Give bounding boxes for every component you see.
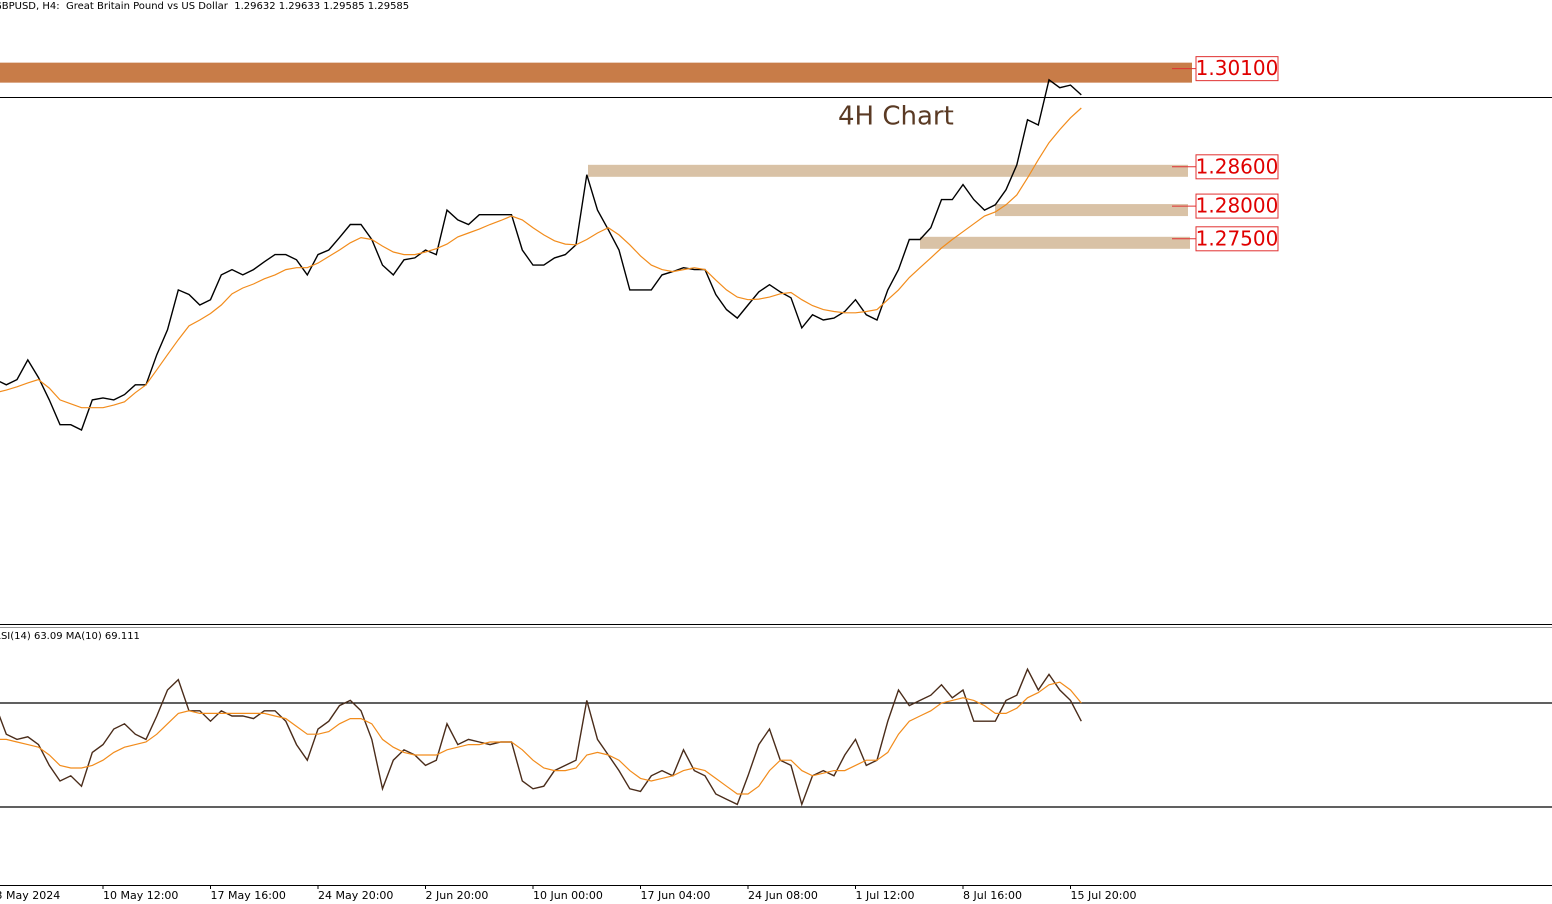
level-label: 1.27500 [1196,226,1279,250]
level-label-box [1195,226,1279,252]
series-line [0,681,1082,795]
level-label: 1.28600 [1196,154,1279,178]
x-tick-label: 1 Jul 12:00 [856,889,915,902]
indicator-title: RSI(14) 63.09 MA(10) 69.111 [0,631,140,642]
series-line [0,667,1082,807]
x-tick-label: 24 Jun 08:00 [748,889,818,902]
level-label-box [1195,193,1279,219]
chart-title: GBPUSD, H4: Great Britain Pound vs US Do… [0,1,409,12]
x-tick-label: 17 Jun 04:00 [641,889,711,902]
x-tick-label: 15 Jul 20:00 [1071,889,1137,902]
x-tick-label: 24 May 20:00 [318,889,393,902]
x-tick-label: 10 Jun 00:00 [533,889,603,902]
x-tick-label: 17 May 16:00 [211,889,286,902]
level-zone [0,62,1192,83]
annotation: 4H Chart [838,102,954,132]
series-line [0,78,1082,431]
level-zone [995,204,1188,217]
x-tick-label: 10 May 12:00 [103,889,178,902]
level-zone [920,236,1190,249]
x-tick-label: 2 Jun 20:00 [426,889,489,902]
level-label-box [1195,154,1279,180]
x-tick-label: 3 May 2024 [0,889,60,902]
level-label: 1.30100 [1196,56,1279,80]
level-label: 1.28000 [1196,194,1279,218]
level-label-box [1195,56,1279,82]
level-zone [588,164,1188,177]
x-tick-label: 8 Jul 16:00 [963,889,1022,902]
series-line [0,107,1082,409]
